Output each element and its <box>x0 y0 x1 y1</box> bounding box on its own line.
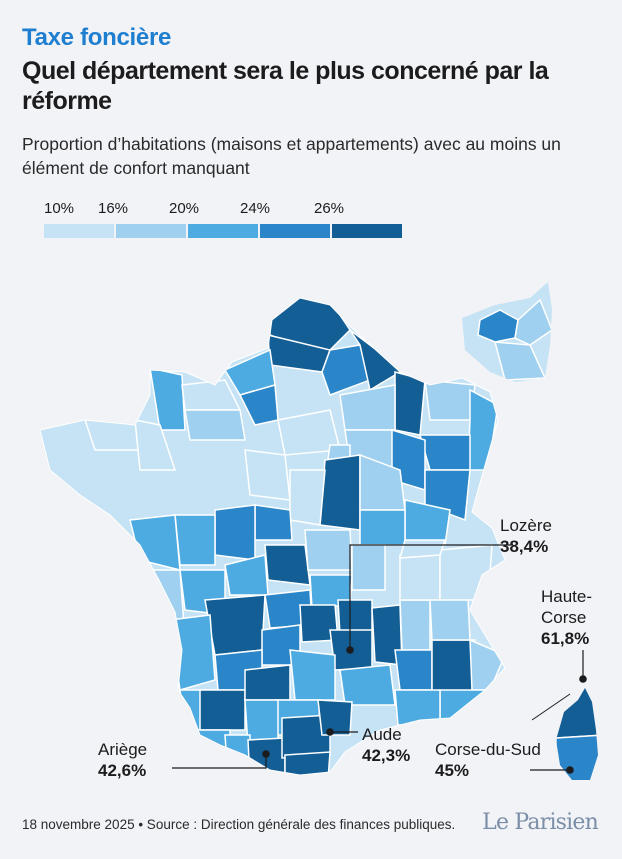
dept-aisne <box>321 344 371 396</box>
callout-lozere-name: Lozère <box>500 516 552 535</box>
dept-alsace <box>467 388 499 471</box>
dept-creuse <box>264 544 311 586</box>
dept-indre <box>254 504 293 541</box>
dept-herault <box>317 699 353 736</box>
dept-haute-corse <box>556 688 598 739</box>
le-parisien-logo: Le Parisien <box>482 810 599 835</box>
dept-moselle <box>424 379 476 421</box>
callout-corse-du-sud-name: Corse-du-Sud <box>435 740 541 759</box>
callout-ariege-name: Ariège <box>98 740 148 759</box>
legend-tick-0: 10% <box>44 200 75 217</box>
callout-aude-name: Aude <box>362 725 402 744</box>
legend-swatch-0 <box>44 224 114 238</box>
dept-gironde <box>169 614 216 691</box>
dept-alpes-maritimes <box>469 638 505 691</box>
callout-haute-corse: Haute-Corse 61,8% <box>541 586 611 649</box>
dept-vaucluse <box>394 649 433 691</box>
legend-swatch-3 <box>260 224 330 238</box>
legend-tick-4: 26% <box>314 200 345 217</box>
legend-swatch-4 <box>332 224 402 238</box>
legend-tick-3: 24% <box>240 200 271 217</box>
legend-tick-1: 16% <box>98 200 129 217</box>
dept-deux-sevres <box>174 514 216 566</box>
leader-corse-du-sud <box>531 693 571 721</box>
dept-hautes-alpes <box>429 597 471 641</box>
callout-corse-du-sud: Corse-du-Sud 45% <box>435 739 541 781</box>
callout-corse-du-sud-value: 45% <box>435 761 470 780</box>
dept-ille-vilaine <box>134 419 177 471</box>
dept-bouches-rhone <box>394 689 441 726</box>
dept-loire <box>351 544 386 591</box>
legend-tick-2: 20% <box>169 200 200 217</box>
dept-var <box>439 689 491 726</box>
dot-haute-corse <box>579 675 587 683</box>
dept-corse-du-sud <box>556 734 598 780</box>
idf-south <box>494 341 547 381</box>
dept-alpes-haute-provence <box>431 639 476 693</box>
page-title: Quel département sera le plus concerné p… <box>22 57 549 115</box>
callout-lozere-value: 38,4% <box>500 537 549 556</box>
dept-indre-loire <box>244 449 291 501</box>
source-footer: 18 novembre 2025 • Source : Direction gé… <box>22 817 456 832</box>
dept-savoie <box>439 544 493 601</box>
subtitle: Proportion d’habitations (maisons et app… <box>22 134 561 178</box>
callout-lozere: Lozère 38,4% <box>500 515 552 557</box>
leader-lozere <box>349 544 512 648</box>
legend-swatch-2 <box>188 224 258 238</box>
callout-ariege: Ariège 42,6% <box>98 739 147 781</box>
dept-cher <box>289 469 326 526</box>
callout-haute-corse-value: 61,8% <box>541 629 590 648</box>
dept-allier <box>304 529 353 571</box>
dept-nievre <box>319 454 361 531</box>
callout-aude-value: 42,3% <box>362 746 411 765</box>
kicker: Taxe foncière <box>22 24 172 51</box>
idf-inner-ring <box>514 298 552 346</box>
dept-orne <box>184 409 246 441</box>
dept-meuse <box>394 371 426 436</box>
dept-ain <box>398 539 447 559</box>
dot-aude <box>326 728 334 736</box>
dot-ariege <box>262 750 270 758</box>
dept-gard <box>339 664 396 706</box>
callout-haute-corse-name: Haute-Corse <box>541 587 593 627</box>
dept-pyrenees-orientales <box>284 751 331 775</box>
dept-dordogne <box>204 594 266 656</box>
dept-gers <box>199 689 246 731</box>
dot-lozere <box>346 646 354 654</box>
dept-manche <box>149 367 186 431</box>
dept-tarn-garonne <box>244 664 291 701</box>
dept-vienne <box>214 504 256 561</box>
leader-ariege <box>172 756 267 769</box>
dept-hautes-pyrenees <box>224 734 251 775</box>
callout-aude: Aude 42,3% <box>362 724 410 766</box>
callout-ariege-value: 42,6% <box>98 761 147 780</box>
dot-corse-du-sud <box>566 766 574 774</box>
dept-saone-loire <box>359 509 406 546</box>
mainland-outline <box>39 297 506 776</box>
dept-aveyron <box>289 649 336 701</box>
legend-swatch-1 <box>116 224 186 238</box>
dept-drome <box>399 599 431 651</box>
